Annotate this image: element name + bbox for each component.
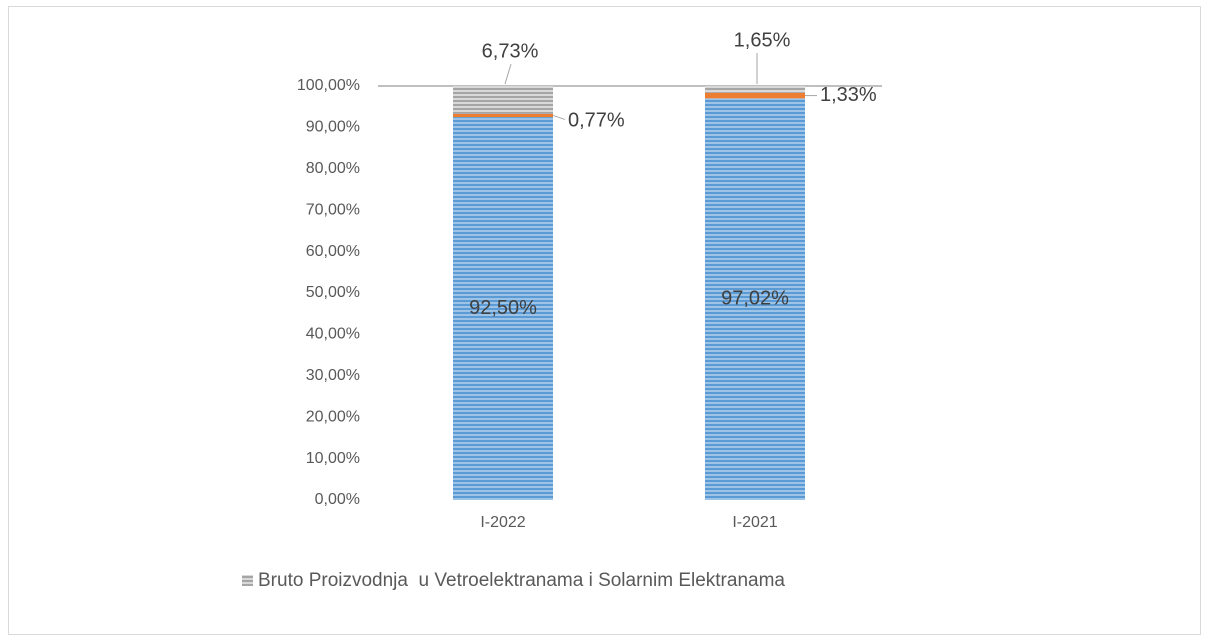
y-tick-label: 0,00% bbox=[315, 491, 360, 508]
x-tick-label: I-2021 bbox=[732, 514, 777, 531]
y-tick-label: 90,00% bbox=[306, 119, 360, 136]
data-label: 1,65% bbox=[734, 29, 791, 51]
y-tick-label: 40,00% bbox=[306, 326, 360, 343]
data-label: 0,77% bbox=[568, 110, 625, 132]
data-label: 97,02% bbox=[721, 287, 789, 309]
bar-segment bbox=[705, 86, 805, 93]
chart-frame bbox=[8, 6, 1201, 635]
bar-segment bbox=[705, 98, 805, 501]
y-tick-label: 30,00% bbox=[306, 367, 360, 384]
bar-segment bbox=[453, 113, 553, 118]
bar-segment bbox=[453, 86, 553, 114]
data-label: 92,50% bbox=[469, 297, 537, 319]
data-label: 1,33% bbox=[820, 84, 877, 106]
y-tick-label: 80,00% bbox=[306, 160, 360, 177]
legend-label: Bruto Proizvodnja u Vetroelektranama i S… bbox=[258, 570, 785, 591]
y-tick-label: 100,00% bbox=[297, 77, 360, 94]
legend-swatch bbox=[242, 575, 253, 586]
leader-line bbox=[504, 63, 512, 85]
leader-line bbox=[552, 114, 566, 120]
y-tick-label: 70,00% bbox=[306, 201, 360, 218]
y-tick-label: 10,00% bbox=[306, 450, 360, 467]
y-tick-label: 60,00% bbox=[306, 243, 360, 260]
bar-segment bbox=[453, 117, 553, 501]
y-tick-label: 20,00% bbox=[306, 408, 360, 425]
data-label: 6,73% bbox=[482, 40, 539, 62]
y-tick-label: 50,00% bbox=[306, 284, 360, 301]
bar-segment bbox=[705, 92, 805, 99]
x-tick-label: I-2022 bbox=[480, 514, 525, 531]
